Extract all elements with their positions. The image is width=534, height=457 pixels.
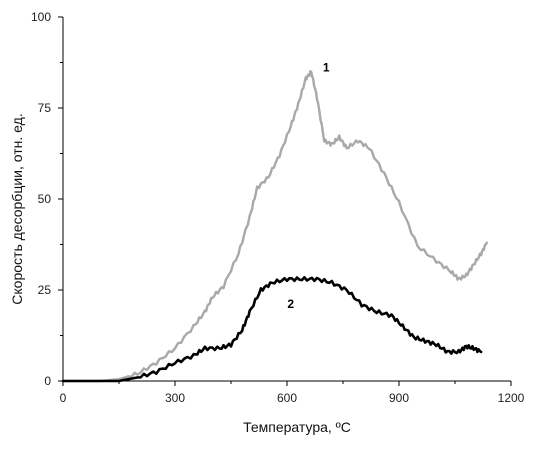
series-line-2: [61, 276, 483, 383]
y-tick-label: 100: [31, 10, 51, 24]
y-tick-label: 25: [38, 283, 52, 297]
y-axis-title: Скорость десорбции, отн. ед.: [9, 113, 25, 304]
series-label-2: 2: [287, 297, 294, 311]
y-tick-label: 0: [44, 374, 51, 388]
y-tick-label: 75: [38, 101, 52, 115]
x-tick-label: 600: [277, 391, 297, 405]
x-tick-label: 1200: [498, 391, 525, 405]
x-axis-title: Температура, ºC: [243, 419, 351, 435]
labels-layer: 0 300 600 900 1200 0 25 50 75 100 1 2: [31, 10, 525, 405]
x-tick-label: 900: [389, 391, 409, 405]
x-tick-label: 300: [165, 391, 185, 405]
y-tick-label: 50: [38, 192, 52, 206]
series-line-1: [61, 70, 488, 383]
series-label-1: 1: [323, 61, 330, 75]
series-layer: [61, 70, 488, 383]
axes-layer: [58, 16, 512, 386]
x-tick-label: 0: [60, 391, 67, 405]
